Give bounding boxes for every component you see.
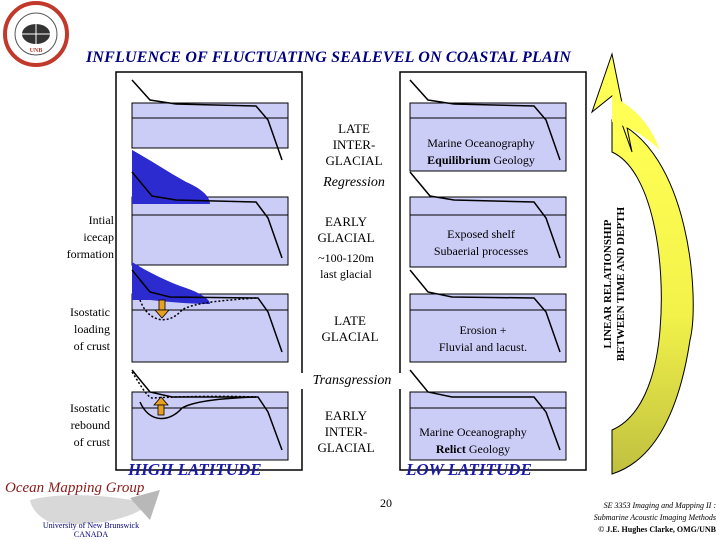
stage-late-glacial: LATE GLACIAL bbox=[321, 313, 379, 344]
cycle-arrow bbox=[590, 52, 694, 475]
stage-early-glacial: EARLY GLACIAL ~100-120m last glacial bbox=[317, 214, 375, 281]
ocean-mapping-group-logo-text: Ocean Mapping Group bbox=[5, 480, 145, 496]
low-panel-2 bbox=[409, 171, 567, 268]
low-latitude-frame bbox=[399, 71, 587, 471]
transition-transgression: Transgression bbox=[300, 373, 404, 389]
unb-name: University of New Brunswick CANADA bbox=[42, 521, 140, 539]
transition-regression: Regression bbox=[323, 175, 385, 190]
high-latitude-frame bbox=[115, 71, 303, 471]
label-isostatic-loading: Isostatic loading of crust bbox=[70, 305, 110, 353]
low-box-equilibrium: Marine Oceanography Equilibrium Geology bbox=[427, 136, 535, 167]
logo-abbr: UNB bbox=[29, 48, 43, 54]
sge-logo bbox=[3, 1, 69, 67]
page-number: 20 bbox=[380, 496, 392, 510]
label-icecap: Intial icecap formation bbox=[66, 213, 114, 261]
linear-relationship-label: LINEAR RELATIONSHIP BETWEEN TIME AND DEP… bbox=[602, 206, 627, 362]
high-panel-4 bbox=[131, 369, 289, 461]
high-panel-2 bbox=[131, 150, 289, 266]
stage-early-interglacial: EARLY INTER- GLACIAL bbox=[317, 408, 375, 455]
low-panel-3 bbox=[409, 269, 567, 363]
low-panel-1 bbox=[409, 79, 567, 172]
unb-crest bbox=[30, 490, 160, 524]
low-box-exposed-shelf: Exposed shelf Subaerial processes bbox=[433, 227, 529, 258]
page-title: INFLUENCE OF FLUCTUATING SEALEVEL ON COA… bbox=[86, 49, 572, 66]
high-panel-1 bbox=[131, 79, 289, 161]
low-box-erosion: Erosion + Fluvial and lacust. bbox=[438, 323, 528, 354]
high-latitude-label: HIGH LATITUDE bbox=[128, 460, 262, 479]
low-latitude-label: LOW LATITUDE bbox=[406, 460, 532, 479]
course-credit: SE 3353 Imaging and Mapping II : Submari… bbox=[593, 501, 716, 534]
high-panel-3 bbox=[131, 262, 289, 363]
low-panel-4 bbox=[409, 369, 567, 461]
label-isostatic-rebound: Isostatic rebound of crust bbox=[70, 401, 110, 449]
stage-late-interglacial: LATE INTER- GLACIAL bbox=[325, 121, 383, 168]
low-box-relict: Marine Oceanography Relict Geology bbox=[419, 425, 527, 456]
